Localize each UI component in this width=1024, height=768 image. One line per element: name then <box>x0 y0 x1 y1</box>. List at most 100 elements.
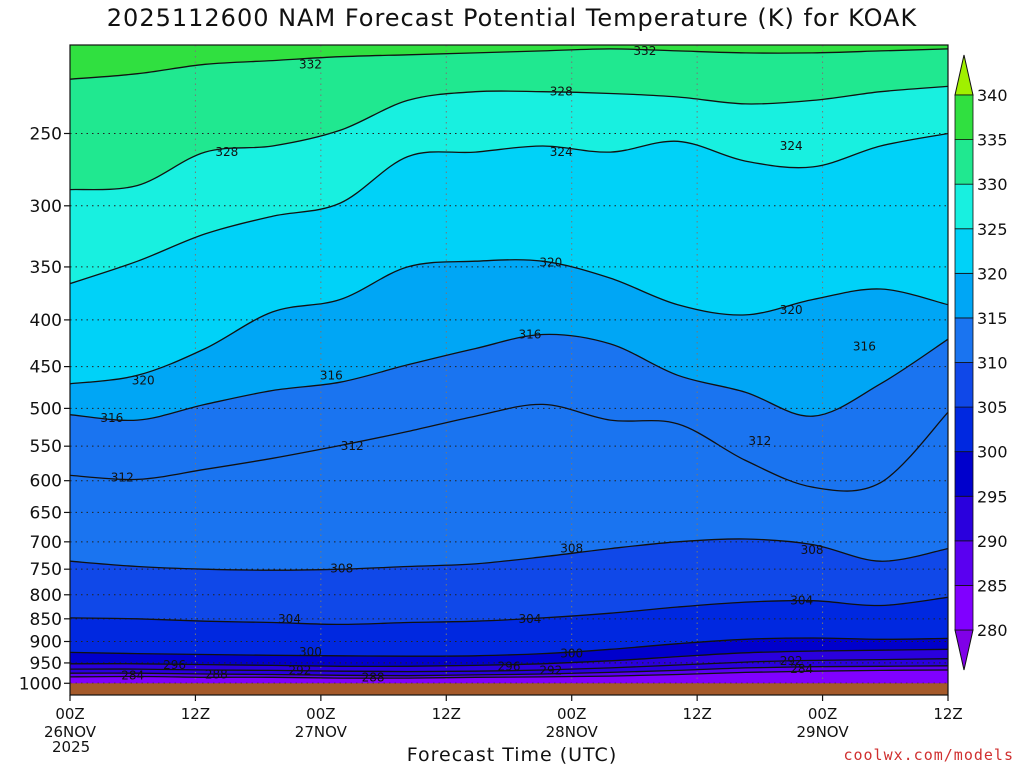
y-tick-label: 800 <box>30 586 62 606</box>
x-tick-date: 27NOV <box>295 723 348 741</box>
x-tick-date: 29NOV <box>797 723 850 741</box>
y-tick-label: 1000 <box>19 674 62 694</box>
isentrope-328 <box>70 85 948 191</box>
colorbar-label: 290 <box>977 532 1008 551</box>
plot-frame <box>69 44 949 696</box>
colorbar-segment <box>954 317 974 363</box>
plot-fill-area <box>70 45 948 695</box>
y-tick-label: 950 <box>30 654 62 674</box>
colorbar-segment <box>954 362 974 408</box>
y-tick-label: 500 <box>30 399 62 419</box>
colorbar-segment <box>954 228 974 274</box>
colorbar-arrow-top <box>954 54 974 96</box>
colorbar-label: 305 <box>977 398 1008 417</box>
contour-label: 304 <box>790 594 813 608</box>
colorbar-label: 280 <box>977 621 1008 640</box>
isentrope-304 <box>70 596 948 626</box>
y-tick-label: 700 <box>30 533 62 553</box>
contour-label: 324 <box>550 145 573 159</box>
contour-label: 296 <box>498 659 521 673</box>
colorbar-label: 310 <box>977 354 1008 373</box>
contour-label: 320 <box>780 303 803 317</box>
year-label: 2025 <box>52 738 91 756</box>
contour-label: 288 <box>362 670 385 684</box>
x-tick-hour: 12Z <box>682 705 711 723</box>
x-tick-hour: 00Z <box>306 705 335 723</box>
contour-label: 300 <box>299 645 322 659</box>
y-tick-label: 600 <box>30 472 62 492</box>
colorbar-segment <box>954 183 974 230</box>
x-tick-date: 28NOV <box>546 723 599 741</box>
contour-label: 316 <box>853 340 876 354</box>
x-tick-hour: 12Z <box>181 705 210 723</box>
isentrope-contours <box>70 48 948 679</box>
colorbar-label: 315 <box>977 309 1008 328</box>
y-tick-label: 900 <box>30 632 62 652</box>
isentrope-300 <box>70 637 948 657</box>
colorbar-label: 300 <box>977 443 1008 462</box>
y-tick-label: 300 <box>30 197 62 217</box>
colorbar: 280 285 290 295 300 305 310 315 320 325 330 335 340 <box>954 54 1008 671</box>
isentrope-312 <box>70 403 948 492</box>
y-axis: 2503003504004505005506006507007508008509… <box>19 124 70 694</box>
contour-label: 328 <box>550 85 573 99</box>
isentrope-308 <box>70 538 948 571</box>
band-fill-332 <box>70 45 948 80</box>
y-tick-label: 450 <box>30 358 62 378</box>
contour-label: 316 <box>320 368 343 382</box>
contour-label: 308 <box>801 543 824 557</box>
x-tick-hour: 00Z <box>557 705 586 723</box>
contour-label: 292 <box>288 663 311 677</box>
colorbar-label: 335 <box>977 131 1008 150</box>
contour-label: 316 <box>518 327 541 341</box>
contour-label: 308 <box>560 542 583 556</box>
contour-label: 296 <box>163 658 186 672</box>
contour-labels: 332 332 328 328 324 324 320 320 320 316 316 316 316 3… <box>100 44 876 684</box>
credit-link[interactable]: coolwx.com/models <box>843 746 1014 764</box>
colorbar-label: 340 <box>977 86 1008 105</box>
x-tick-hour: 00Z <box>55 705 84 723</box>
contour-label: 328 <box>215 145 238 159</box>
colorbar-segment <box>954 540 974 586</box>
ground-surface <box>70 683 948 695</box>
colorbar-label: 320 <box>977 264 1008 283</box>
y-tick-label: 850 <box>30 610 62 630</box>
y-tick-label: 550 <box>30 437 62 457</box>
contour-label: 312 <box>748 434 771 448</box>
contour-label: 320 <box>132 373 155 387</box>
contour-label: 300 <box>560 647 583 661</box>
contour-label: 312 <box>111 470 134 484</box>
isentrope-284 <box>70 669 948 679</box>
contour-label: 288 <box>205 667 228 681</box>
y-tick-label: 250 <box>30 124 62 144</box>
colorbar-segment <box>954 585 974 631</box>
contour-label: 308 <box>330 562 353 576</box>
contour-label: 304 <box>518 612 541 626</box>
y-tick-label: 650 <box>30 503 62 523</box>
band-fill-328 <box>70 45 948 190</box>
contour-label: 324 <box>780 139 803 153</box>
colorbar-label: 295 <box>977 487 1008 506</box>
y-tick-label: 750 <box>30 560 62 580</box>
isentrope-332 <box>70 48 948 80</box>
contour-label: 292 <box>539 663 562 677</box>
isentrope-296 <box>70 648 948 668</box>
chart-title: 2025112600 NAM Forecast Potential Temper… <box>106 4 918 32</box>
ground-strip <box>70 683 948 695</box>
isentrope-316 <box>70 333 948 422</box>
colorbar-segment <box>954 94 974 140</box>
x-tick-hour: 00Z <box>808 705 837 723</box>
colorbar-label: 325 <box>977 220 1008 239</box>
colorbar-segment <box>954 272 974 319</box>
isentrope-288 <box>70 665 948 677</box>
x-tick-hour: 12Z <box>432 705 461 723</box>
contour-label: 320 <box>539 255 562 269</box>
x-axis-label: Forecast Time (UTC) <box>406 744 618 766</box>
contour-label: 316 <box>100 411 123 425</box>
contour-label: 284 <box>790 662 813 676</box>
contour-label: 292 <box>780 654 803 668</box>
contour-label: 304 <box>278 612 301 626</box>
isentrope-320 <box>70 259 948 385</box>
